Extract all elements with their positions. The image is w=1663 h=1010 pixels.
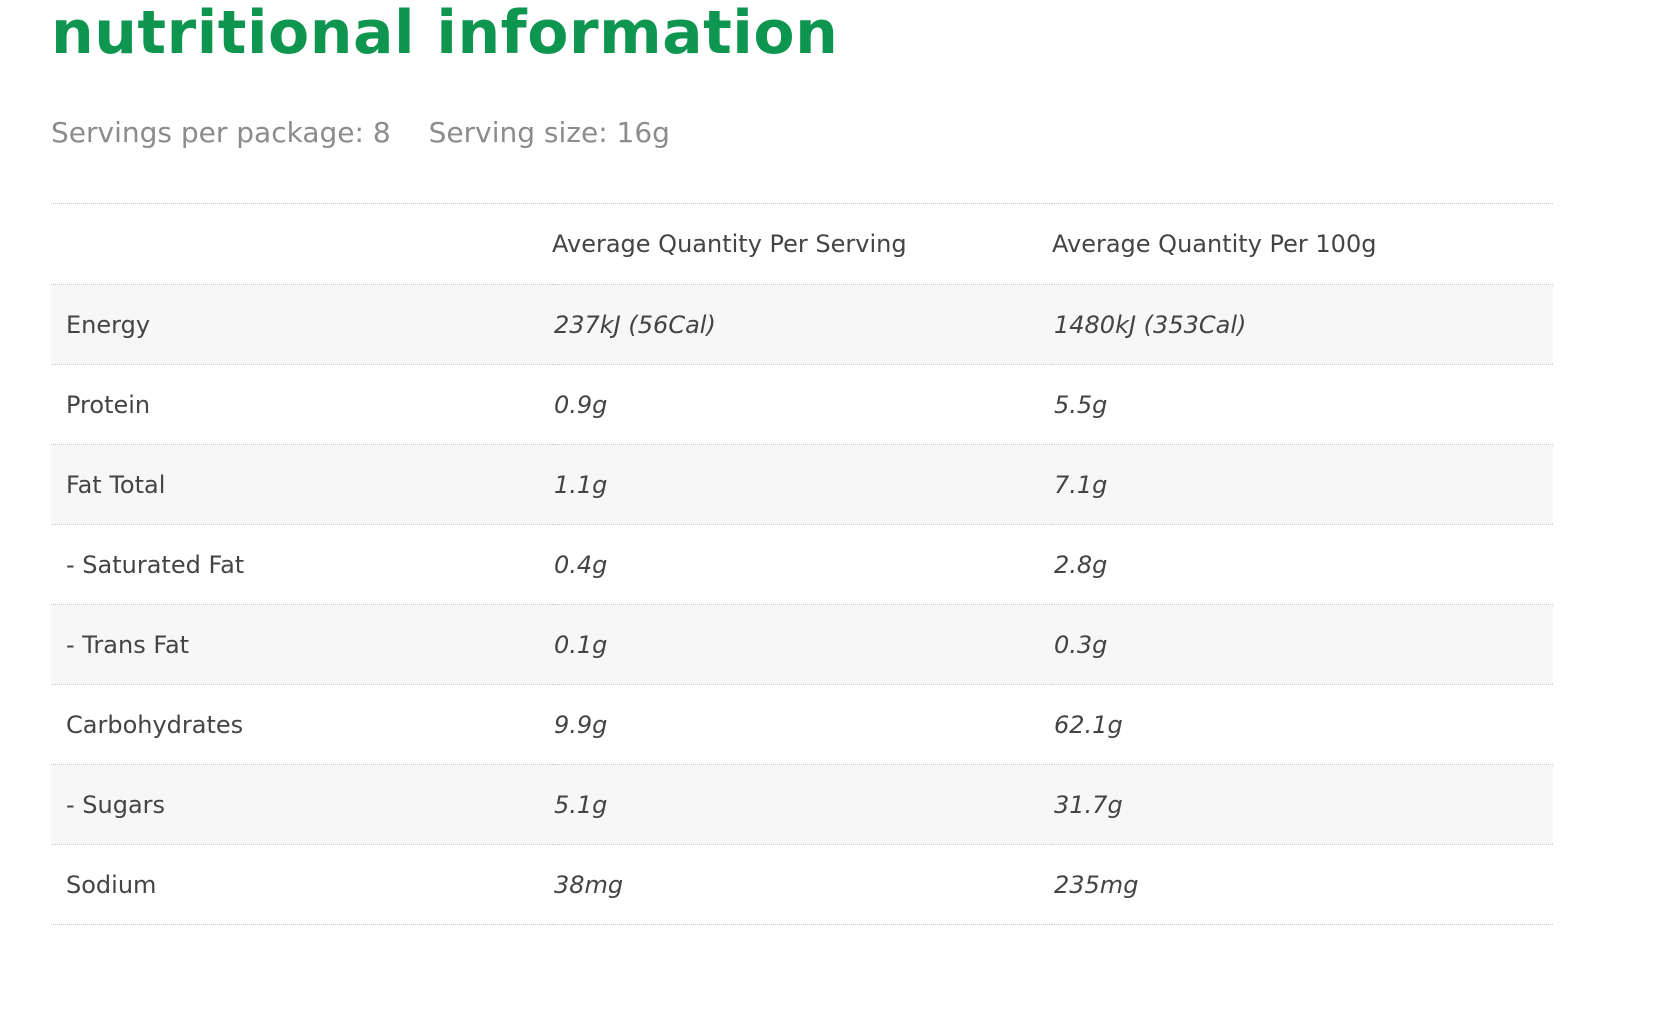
table-row: - Sugars 5.1g 31.7g (51, 764, 1553, 845)
serving-size: Serving size: 16g (428, 115, 670, 149)
value-per-100g: 31.7g (1052, 764, 1553, 845)
table-row: Carbohydrates 9.9g 62.1g (51, 684, 1553, 765)
table-row: Fat Total 1.1g 7.1g (51, 444, 1553, 525)
nutrition-table: Average Quantity Per Serving Average Qua… (51, 203, 1553, 925)
servings-per-package: Servings per package: 8 (51, 115, 391, 149)
header-nutrient (51, 203, 552, 285)
value-per-serving: 237kJ (56Cal) (552, 284, 1052, 365)
nutrient-name: - Trans Fat (51, 604, 552, 685)
header-per-serving: Average Quantity Per Serving (552, 203, 1052, 285)
table-row: - Trans Fat 0.1g 0.3g (51, 604, 1553, 685)
value-per-serving: 1.1g (552, 444, 1052, 525)
table-row: - Saturated Fat 0.4g 2.8g (51, 524, 1553, 605)
page-title: nutritional information (51, 0, 839, 68)
value-per-100g: 62.1g (1052, 684, 1553, 765)
table-row: Protein 0.9g 5.5g (51, 364, 1553, 445)
value-per-100g: 7.1g (1052, 444, 1553, 525)
serving-info: Servings per package: 8 Serving size: 16… (51, 112, 670, 152)
table-header-row: Average Quantity Per Serving Average Qua… (51, 203, 1553, 285)
table-row: Energy 237kJ (56Cal) 1480kJ (353Cal) (51, 284, 1553, 365)
nutrient-name: - Saturated Fat (51, 524, 552, 605)
nutrient-name: - Sugars (51, 764, 552, 845)
value-per-serving: 38mg (552, 844, 1052, 925)
value-per-serving: 5.1g (552, 764, 1052, 845)
value-per-serving: 0.1g (552, 604, 1052, 685)
value-per-100g: 2.8g (1052, 524, 1553, 605)
value-per-100g: 5.5g (1052, 364, 1553, 445)
value-per-100g: 235mg (1052, 844, 1553, 925)
nutrient-name: Protein (51, 364, 552, 445)
nutrient-name: Carbohydrates (51, 684, 552, 765)
header-per-100g: Average Quantity Per 100g (1052, 203, 1553, 285)
value-per-100g: 1480kJ (353Cal) (1052, 284, 1553, 365)
value-per-serving: 9.9g (552, 684, 1052, 765)
table-row: Sodium 38mg 235mg (51, 844, 1553, 925)
value-per-serving: 0.4g (552, 524, 1052, 605)
value-per-100g: 0.3g (1052, 604, 1553, 685)
nutrient-name: Energy (51, 284, 552, 365)
value-per-serving: 0.9g (552, 364, 1052, 445)
nutrient-name: Fat Total (51, 444, 552, 525)
nutrient-name: Sodium (51, 844, 552, 925)
